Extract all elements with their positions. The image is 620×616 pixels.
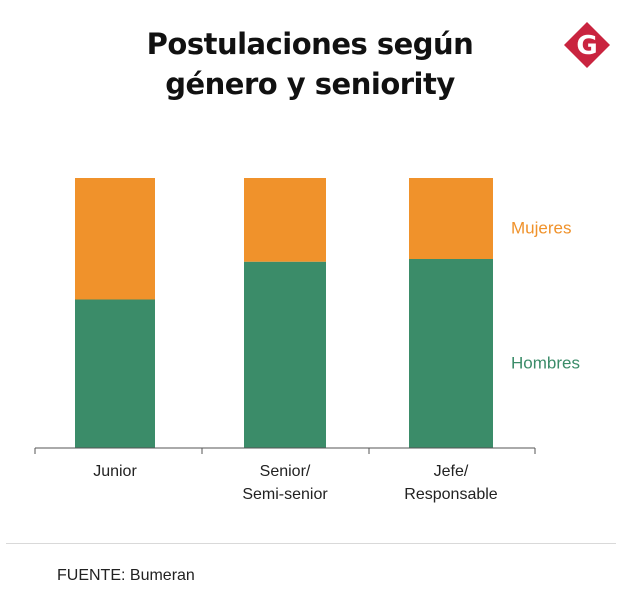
chart-title-line-2: género y seniority xyxy=(165,67,455,101)
brand-logo-icon: G xyxy=(564,22,610,68)
x-tick-label-2-1: Responsable xyxy=(404,486,498,503)
bar-hombres-0 xyxy=(75,299,155,448)
chart-title: Postulaciones según género y seniority xyxy=(0,24,620,104)
footer-divider xyxy=(6,543,616,544)
bar-hombres-2 xyxy=(409,259,493,448)
x-tick-label-0-0: Junior xyxy=(93,463,137,480)
source-note: FUENTE: Bumeran xyxy=(57,567,195,584)
bar-hombres-1 xyxy=(244,261,326,448)
bar-mujeres-1 xyxy=(244,178,326,262)
bar-mujeres-2 xyxy=(409,178,493,259)
legend-hombres: Hombres xyxy=(511,354,580,373)
logo-letter: G xyxy=(576,31,597,61)
logo-diamond xyxy=(564,22,610,68)
x-tick-label-1-0: Senior/ xyxy=(260,463,311,480)
x-tick-label-1-1: Semi-senior xyxy=(242,486,328,503)
legend-mujeres: Mujeres xyxy=(511,219,571,238)
stacked-bar-chart: Junior Senior/Semi-senior Jefe/Responsable… xyxy=(34,178,580,503)
x-tick-label-2-0: Jefe/ xyxy=(434,463,469,480)
chart-title-line-1: Postulaciones según xyxy=(146,27,474,61)
bar-mujeres-0 xyxy=(75,178,155,300)
